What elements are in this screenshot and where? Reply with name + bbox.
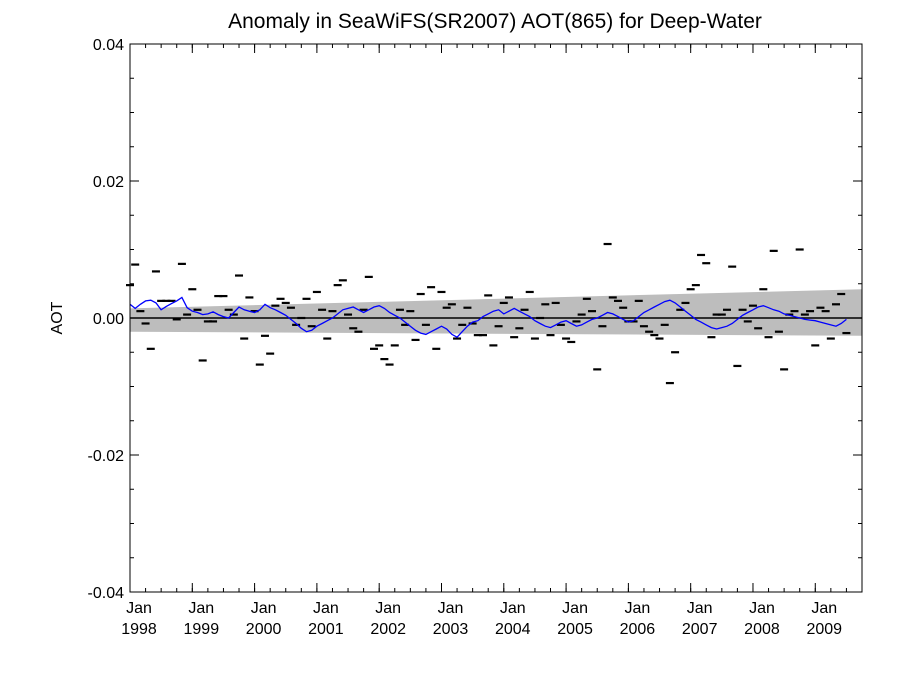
uncertainty-band	[130, 289, 862, 336]
x-tick-year: 2005	[557, 621, 593, 638]
x-tick-month: Jan	[624, 600, 650, 617]
y-axis-ticks: 0.04 0.02 0.00 -0.02 -0.04	[88, 37, 862, 602]
x-tick-year: 1998	[121, 621, 157, 638]
x-tick-year: 2006	[620, 621, 656, 638]
x-tick-year: 1999	[184, 621, 220, 638]
x-tick-month: Jan	[562, 600, 588, 617]
x-tick-month: Jan	[126, 600, 152, 617]
x-tick-month: Jan	[749, 600, 775, 617]
y-axis-label: AOT	[49, 301, 66, 334]
x-tick-year: 2000	[246, 621, 282, 638]
x-tick-month: Jan	[811, 600, 837, 617]
x-axis-ticks: Jan 1998 Jan 1999 Jan 2000 Jan 2001 Jan 2002 Jan 20…	[121, 44, 863, 638]
x-tick-year: 2004	[495, 621, 531, 638]
x-tick-month: Jan	[438, 600, 464, 617]
x-tick-year: 2002	[370, 621, 406, 638]
x-tick-month: Jan	[251, 600, 277, 617]
x-tick-year: 2003	[433, 621, 469, 638]
running-mean-layer	[129, 296, 847, 339]
uncertainty-band-layer	[130, 289, 862, 336]
x-tick-year: 2009	[806, 621, 842, 638]
running-mean-line	[129, 296, 847, 339]
x-tick-month: Jan	[188, 600, 214, 617]
y-tick-label: 0.02	[93, 174, 124, 191]
chart-title: Anomaly in SeaWiFS(SR2007) AOT(865) for …	[228, 10, 762, 33]
y-tick-label: -0.02	[88, 448, 125, 465]
y-tick-label: 0.04	[93, 37, 124, 54]
x-tick-year: 2007	[682, 621, 718, 638]
x-tick-year: 2001	[308, 621, 344, 638]
monthly-points-layer	[126, 242, 851, 385]
x-tick-month: Jan	[375, 600, 401, 617]
x-tick-year: 2008	[744, 621, 780, 638]
x-tick-month: Jan	[687, 600, 713, 617]
y-tick-label: -0.04	[88, 585, 125, 602]
y-tick-label: 0.00	[93, 311, 124, 328]
x-tick-month: Jan	[313, 600, 339, 617]
x-tick-month: Jan	[500, 600, 526, 617]
